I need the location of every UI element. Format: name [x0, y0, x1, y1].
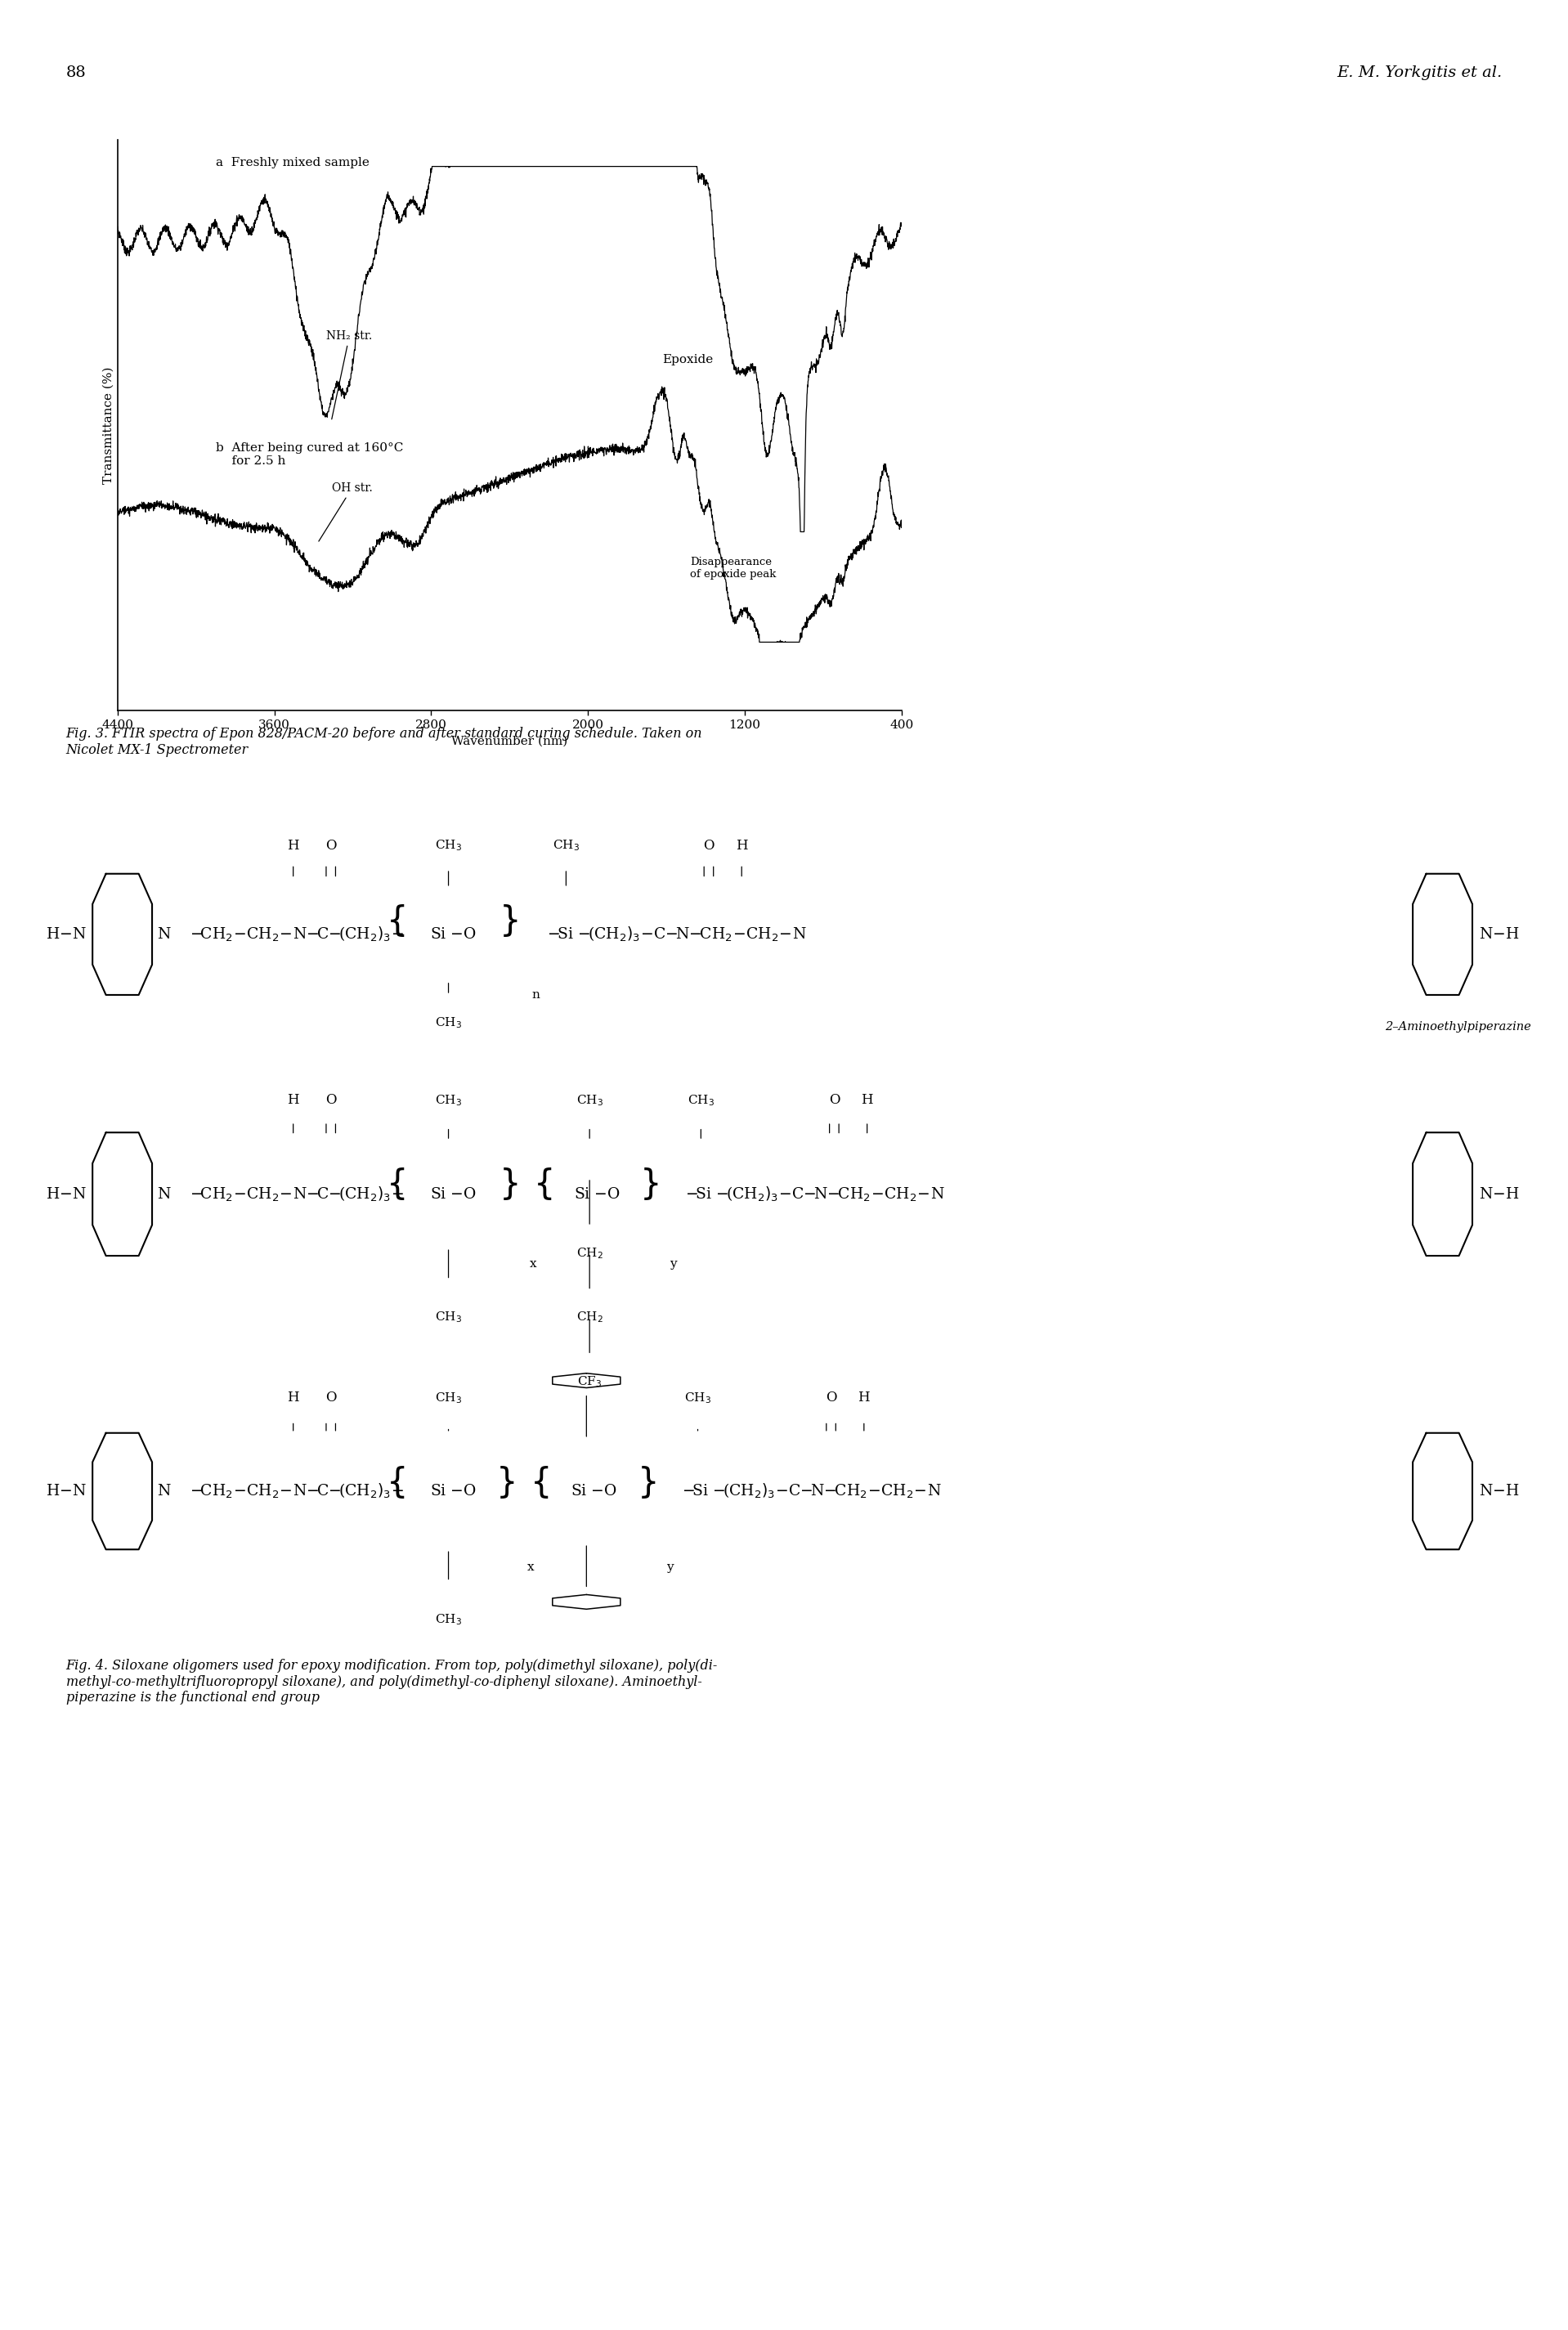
- Text: H: H: [287, 839, 299, 853]
- Text: H: H: [858, 1391, 870, 1405]
- Text: b  After being cured at 160°C
    for 2.5 h: b After being cured at 160°C for 2.5 h: [215, 443, 403, 466]
- Text: Si $-$O: Si $-$O: [571, 1484, 618, 1498]
- Text: O: O: [702, 839, 715, 853]
- Text: 88: 88: [66, 65, 86, 79]
- Text: O: O: [828, 1093, 840, 1107]
- Text: O: O: [325, 1093, 337, 1107]
- Text: H: H: [287, 1093, 299, 1107]
- Text: Fig. 4. Siloxane oligomers used for epoxy modification. From top, poly(dimethyl : Fig. 4. Siloxane oligomers used for epox…: [66, 1659, 718, 1706]
- Text: Si $-$O: Si $-$O: [430, 1484, 477, 1498]
- Text: y: y: [670, 1258, 676, 1270]
- Text: n: n: [532, 990, 539, 1000]
- Text: O: O: [325, 839, 337, 853]
- Text: a  Freshly mixed sample: a Freshly mixed sample: [215, 156, 368, 168]
- Text: CH$_3$: CH$_3$: [575, 1093, 604, 1107]
- Text: $\}$: $\}$: [637, 1466, 655, 1501]
- Text: O: O: [825, 1391, 837, 1405]
- Text: y: y: [666, 1561, 673, 1573]
- Text: N$-$H: N$-$H: [1479, 1484, 1519, 1498]
- Text: $\{$: $\{$: [533, 1165, 552, 1202]
- Text: N$-$H: N$-$H: [1479, 927, 1519, 941]
- Text: $-\!$Si $-\!$(CH$_2)_3\!-\!$C$-\!$N$-\!$CH$_2\!-\!$CH$_2\!-\!$N: $-\!$Si $-\!$(CH$_2)_3\!-\!$C$-\!$N$-\!$…: [685, 1186, 946, 1202]
- Text: Si $-$O: Si $-$O: [574, 1186, 621, 1202]
- Text: N: N: [157, 927, 171, 941]
- Text: CH$_3$: CH$_3$: [434, 1309, 463, 1326]
- Text: Si $-$O: Si $-$O: [430, 927, 477, 941]
- Text: H: H: [735, 839, 748, 853]
- Text: $-\!$CH$_2\!-\!$CH$_2\!-\!$N$-\!$C$-\!$(CH$_2)_3\!-$: $-\!$CH$_2\!-\!$CH$_2\!-\!$N$-\!$C$-\!$(…: [190, 1186, 405, 1202]
- Text: $-\!$Si $-\!$(CH$_2)_3\!-\!$C$-\!$N$-\!$CH$_2\!-\!$CH$_2\!-\!$N: $-\!$Si $-\!$(CH$_2)_3\!-\!$C$-\!$N$-\!$…: [547, 925, 808, 944]
- Text: $\}$: $\}$: [499, 1165, 517, 1202]
- Text: CH$_3$: CH$_3$: [434, 1016, 463, 1030]
- Text: $\}$: $\}$: [499, 902, 517, 939]
- Text: $\}$: $\}$: [640, 1165, 659, 1202]
- Text: $\{$: $\{$: [386, 902, 405, 939]
- Text: H$-$N: H$-$N: [45, 927, 86, 941]
- Text: H: H: [861, 1093, 873, 1107]
- Text: NH₂ str.: NH₂ str.: [326, 331, 372, 419]
- Text: Si $-$O: Si $-$O: [430, 1186, 477, 1202]
- Y-axis label: Transmittance (%): Transmittance (%): [103, 366, 114, 485]
- Text: Disappearance
of epoxide peak: Disappearance of epoxide peak: [690, 557, 776, 580]
- Text: $\{$: $\{$: [386, 1466, 405, 1501]
- Text: CH$_3$: CH$_3$: [434, 839, 463, 853]
- Text: O: O: [325, 1391, 337, 1405]
- Text: H: H: [287, 1391, 299, 1405]
- Text: CH$_3$: CH$_3$: [684, 1391, 712, 1405]
- Text: H$-$N: H$-$N: [45, 1484, 86, 1498]
- Text: CF$_3$: CF$_3$: [577, 1375, 602, 1389]
- Text: N: N: [157, 1484, 171, 1498]
- Text: CH$_3$: CH$_3$: [434, 1612, 463, 1626]
- Text: $\{$: $\{$: [530, 1466, 549, 1501]
- Text: CH$_2$: CH$_2$: [575, 1247, 604, 1261]
- Text: 2–Aminoethylpiperazine: 2–Aminoethylpiperazine: [1385, 1021, 1532, 1032]
- X-axis label: Wavenumber (nm): Wavenumber (nm): [452, 736, 568, 746]
- Text: CH$_3$: CH$_3$: [434, 1391, 463, 1405]
- Text: Fig. 3. FTIR spectra of Epon 828/PACM-20 before and after standard curing schedu: Fig. 3. FTIR spectra of Epon 828/PACM-20…: [66, 727, 702, 757]
- Text: $-\!$CH$_2\!-\!$CH$_2\!-\!$N$-\!$C$-\!$(CH$_2)_3\!-$: $-\!$CH$_2\!-\!$CH$_2\!-\!$N$-\!$C$-\!$(…: [190, 1482, 405, 1501]
- Text: $-\!$CH$_2\!-\!$CH$_2\!-\!$N$-\!$C$-\!$(CH$_2)_3\!-$: $-\!$CH$_2\!-\!$CH$_2\!-\!$N$-\!$C$-\!$(…: [190, 925, 405, 944]
- Text: x: x: [530, 1258, 536, 1270]
- Text: OH str.: OH str.: [318, 482, 372, 541]
- Text: $\{$: $\{$: [386, 1165, 405, 1202]
- Text: CH$_3$: CH$_3$: [552, 839, 580, 853]
- Text: Epoxide: Epoxide: [662, 354, 713, 366]
- Text: $-\!$Si $-\!$(CH$_2)_3\!-\!$C$-\!$N$-\!$CH$_2\!-\!$CH$_2\!-\!$N: $-\!$Si $-\!$(CH$_2)_3\!-\!$C$-\!$N$-\!$…: [682, 1482, 942, 1501]
- Text: H$-$N: H$-$N: [45, 1186, 86, 1202]
- Text: CH$_3$: CH$_3$: [434, 1093, 463, 1107]
- Text: N: N: [157, 1186, 171, 1202]
- Text: CH$_2$: CH$_2$: [575, 1309, 604, 1326]
- Text: CH$_3$: CH$_3$: [687, 1093, 715, 1107]
- Text: E. M. Yorkgitis et al.: E. M. Yorkgitis et al.: [1338, 65, 1502, 79]
- Text: N$-$H: N$-$H: [1479, 1186, 1519, 1202]
- Text: x: x: [527, 1561, 533, 1573]
- Text: $\}$: $\}$: [495, 1466, 514, 1501]
